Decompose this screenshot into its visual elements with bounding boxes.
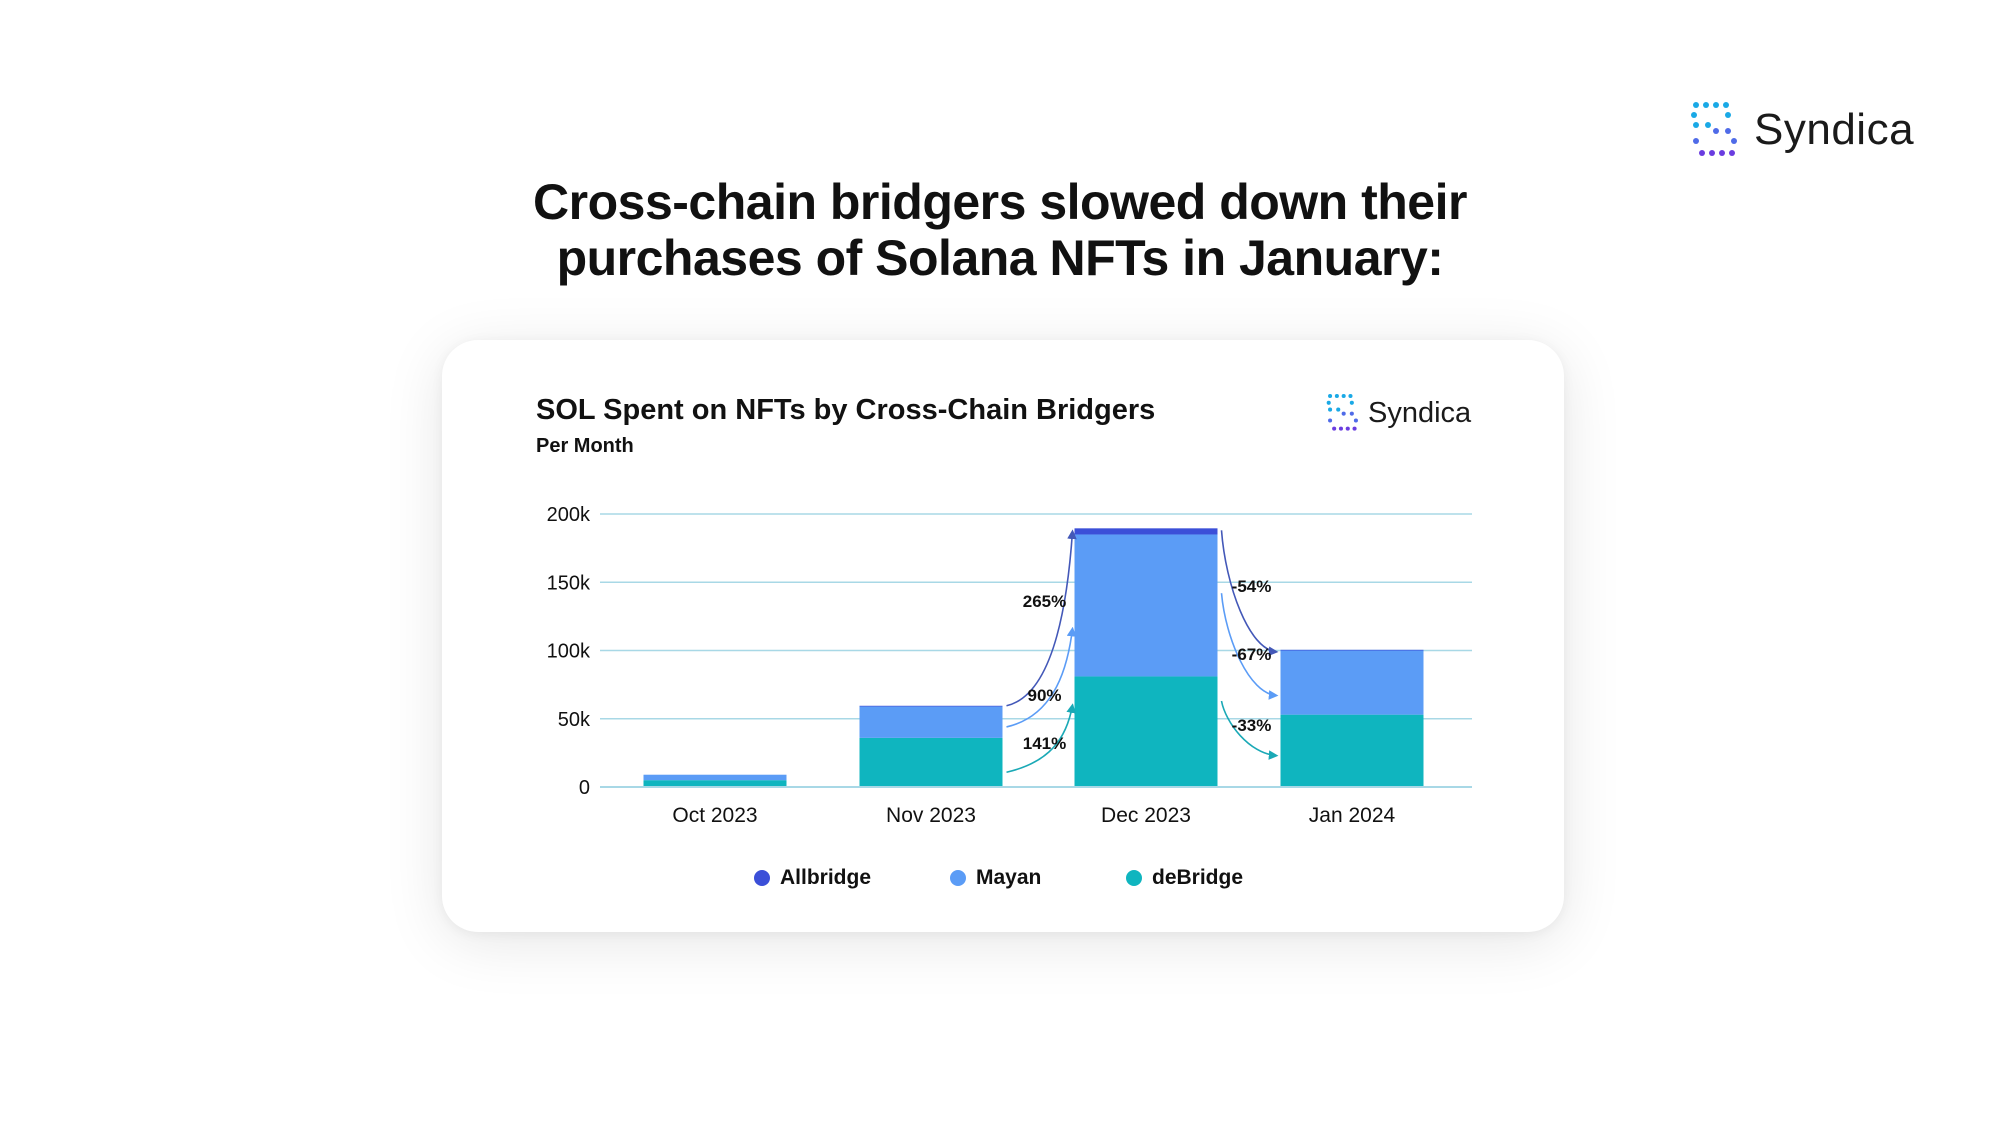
syndica-logo-icon bbox=[1691, 102, 1737, 156]
bar-allbridge-dec-2023 bbox=[1074, 528, 1218, 535]
x-tick-label: Oct 2023 bbox=[672, 804, 757, 827]
headline-line-1: Cross-chain bridgers slowed down their bbox=[533, 174, 1467, 230]
chart-card: SOL Spent on NFTs by Cross-Chain Bridger… bbox=[442, 340, 1564, 932]
legend-label-mayan: Mayan bbox=[976, 866, 1042, 889]
legend-item-debridge: deBridge bbox=[1126, 866, 1243, 890]
syndica-logo-card: Syndica bbox=[1326, 392, 1471, 434]
bar-mayan-nov-2023 bbox=[859, 706, 1003, 738]
bar-mayan-jan-2024 bbox=[1280, 650, 1424, 715]
change-label-debridge: 141% bbox=[1023, 734, 1066, 753]
y-tick-label: 100k bbox=[547, 641, 591, 663]
change-label-total: -54% bbox=[1232, 577, 1272, 596]
bar-debridge-nov-2023 bbox=[859, 737, 1003, 787]
change-arrow-debridge bbox=[1220, 700, 1279, 760]
syndica-logo-icon bbox=[1326, 393, 1358, 431]
change-label-debridge: -33% bbox=[1232, 716, 1272, 735]
x-tick-label: Jan 2024 bbox=[1309, 804, 1396, 827]
legend-swatch-mayan bbox=[950, 870, 966, 886]
bar-allbridge-nov-2023 bbox=[859, 705, 1003, 707]
y-tick-label: 0 bbox=[579, 777, 590, 799]
bar-mayan-oct-2023 bbox=[643, 774, 787, 781]
headline-line-2: purchases of Solana NFTs in January: bbox=[556, 230, 1444, 286]
change-label-mayan: -67% bbox=[1232, 645, 1272, 664]
change-arrow-total bbox=[1006, 529, 1077, 707]
bar-debridge-jan-2024 bbox=[1280, 714, 1424, 787]
y-tick-label: 50k bbox=[558, 709, 591, 731]
bar-debridge-dec-2023 bbox=[1074, 676, 1218, 787]
legend-label-allbridge: Allbridge bbox=[780, 866, 872, 889]
page-headline: Cross-chain bridgers slowed down their p… bbox=[500, 174, 1500, 286]
legend-item-mayan: Mayan bbox=[950, 866, 1041, 890]
change-label-total: 265% bbox=[1023, 592, 1066, 611]
stacked-bar-chart: 0 50k 100k 150k 200k Oct 2023 Nov 2023 Dec 2023… bbox=[547, 504, 1472, 827]
change-arrow-mayan bbox=[1220, 593, 1279, 700]
syndica-logo-card-text: Syndica bbox=[1368, 396, 1472, 429]
legend-swatch-allbridge bbox=[754, 870, 770, 886]
change-arrow-total bbox=[1220, 530, 1279, 657]
change-arrow-debridge bbox=[1006, 703, 1076, 774]
bar-allbridge-jan-2024 bbox=[1280, 649, 1424, 651]
legend-swatch-debridge bbox=[1126, 870, 1142, 886]
syndica-logo-top: Syndica bbox=[1690, 100, 1914, 160]
change-label-mayan: 90% bbox=[1027, 686, 1061, 705]
chart-legend: Allbridge Mayan deBridge bbox=[442, 866, 1564, 896]
x-tick-label: Dec 2023 bbox=[1101, 804, 1191, 827]
bar-debridge-oct-2023 bbox=[643, 780, 787, 787]
legend-item-allbridge: Allbridge bbox=[754, 866, 871, 890]
syndica-logo-text: Syndica bbox=[1754, 105, 1915, 154]
y-tick-label: 200k bbox=[547, 504, 591, 526]
x-tick-label: Nov 2023 bbox=[886, 804, 976, 827]
chart-title: SOL Spent on NFTs by Cross-Chain Bridger… bbox=[536, 394, 1156, 426]
legend-label-debridge: deBridge bbox=[1152, 866, 1244, 889]
change-arrow-mayan bbox=[1006, 626, 1077, 728]
chart-subtitle: Per Month bbox=[536, 435, 634, 457]
y-tick-label: 150k bbox=[547, 572, 591, 594]
bar-mayan-dec-2023 bbox=[1074, 534, 1218, 677]
